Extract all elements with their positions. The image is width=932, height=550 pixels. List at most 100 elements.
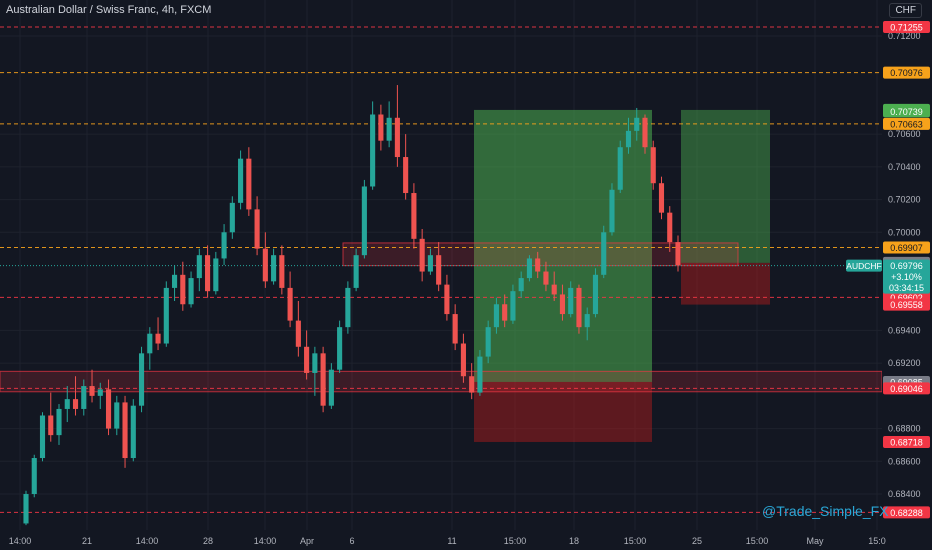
price-change: +3.10% [891, 272, 922, 282]
candle [229, 196, 235, 239]
candle-body [72, 399, 79, 409]
candle [576, 284, 582, 334]
candle [378, 104, 384, 151]
candle [188, 271, 194, 308]
candle [48, 392, 54, 442]
short-target-zone [681, 109, 770, 263]
price-label-bg [883, 117, 930, 130]
candle-body [559, 294, 566, 315]
candle [287, 271, 293, 328]
price-label-bg [883, 20, 930, 33]
price-label-text: 0.70663 [890, 119, 923, 129]
short-stop-zone [681, 262, 770, 305]
candle [609, 183, 615, 236]
candle-body [551, 284, 557, 295]
price-label: 0.70663 [883, 117, 930, 130]
candle-body [271, 255, 277, 282]
candle-body [122, 402, 128, 459]
candle-body [89, 386, 95, 396]
candle-body [625, 130, 632, 148]
candle-body [584, 314, 590, 328]
candle [370, 101, 376, 190]
candle [254, 196, 260, 256]
candle-body [205, 255, 211, 292]
candle-body [304, 346, 310, 373]
candle-body [675, 242, 681, 265]
candle-body [238, 158, 244, 203]
candle [675, 235, 681, 272]
candle [246, 147, 252, 216]
time-tick-label: May [806, 536, 824, 546]
price-label: 0.69558 [883, 298, 930, 311]
price-tick-label: 0.70600 [888, 129, 921, 139]
candle [568, 281, 574, 318]
candle-body [23, 494, 29, 524]
candle-body [436, 255, 442, 285]
time-tick-label: 28 [203, 536, 213, 546]
candle-body [81, 386, 87, 409]
currency-selector[interactable]: CHF [889, 3, 922, 18]
price-label-bg [883, 506, 930, 519]
candle [221, 224, 227, 265]
time-tick-label: 6 [349, 536, 354, 546]
candle-body [328, 369, 334, 406]
price-tick-label: 0.68400 [888, 489, 921, 499]
time-axis: 14:00 21 14:00 28 14:00 Apr 6 11 15:00 18 15:00 25 1… [0, 530, 932, 550]
price-tick-label: 0.70200 [888, 195, 921, 205]
candle [436, 242, 442, 292]
candle [196, 248, 202, 292]
chart-title: Australian Dollar / Swiss Franc, 4h, FXC… [6, 4, 212, 16]
price-label: 0.70739 [883, 105, 930, 118]
candle [411, 183, 417, 249]
time-tick-label: 15:00 [504, 536, 527, 546]
candle-body [130, 405, 136, 459]
candle-body [114, 402, 120, 429]
candle-body [419, 238, 425, 272]
candle-body [320, 353, 326, 406]
candle-body [138, 353, 145, 406]
candle-body [48, 415, 54, 436]
time-tick-label: 14:00 [9, 536, 32, 546]
candle-body [97, 389, 103, 396]
candle [72, 376, 79, 416]
price-label-text: 0.69602 [890, 293, 923, 303]
candle-body [361, 186, 367, 256]
candle-body [427, 255, 433, 272]
candle [105, 379, 112, 436]
candle-body [642, 117, 648, 148]
candle [502, 294, 508, 328]
time-tick-label: 25 [692, 536, 702, 546]
price-label: 0.69907 [883, 241, 930, 254]
candle [97, 382, 103, 409]
price-label: 0.71255 [883, 20, 930, 33]
price-label: 0.70976 [883, 66, 930, 79]
candle [345, 281, 351, 334]
candle-body [312, 353, 318, 373]
candle-body [634, 117, 640, 131]
price-label-text: 0.69046 [890, 384, 923, 394]
candle-body [221, 232, 227, 259]
candle [31, 454, 37, 498]
symbol-tag-bg [846, 259, 882, 272]
candle-body [105, 389, 112, 429]
candle [130, 399, 136, 462]
candle [493, 297, 499, 334]
candle-body [452, 314, 458, 344]
price-label-text: 0.70739 [890, 107, 923, 117]
price-tick-label: 0.68600 [888, 456, 921, 466]
candle [551, 271, 557, 301]
candle [625, 117, 632, 154]
candle-body [526, 258, 533, 279]
price-tick-label: 0.69400 [888, 325, 921, 335]
candle [469, 363, 475, 400]
time-tick-label: 21 [82, 536, 92, 546]
candle-body [460, 343, 466, 377]
candle-body [609, 189, 615, 233]
candle [122, 395, 128, 468]
candle-body [518, 278, 524, 292]
price-axis: 0.71200 0.70600 0.70400 0.70200 0.70000 0.694… [846, 0, 932, 550]
symbol-tag: AUDCHF [846, 261, 881, 271]
time-tick-label: 18 [569, 536, 579, 546]
